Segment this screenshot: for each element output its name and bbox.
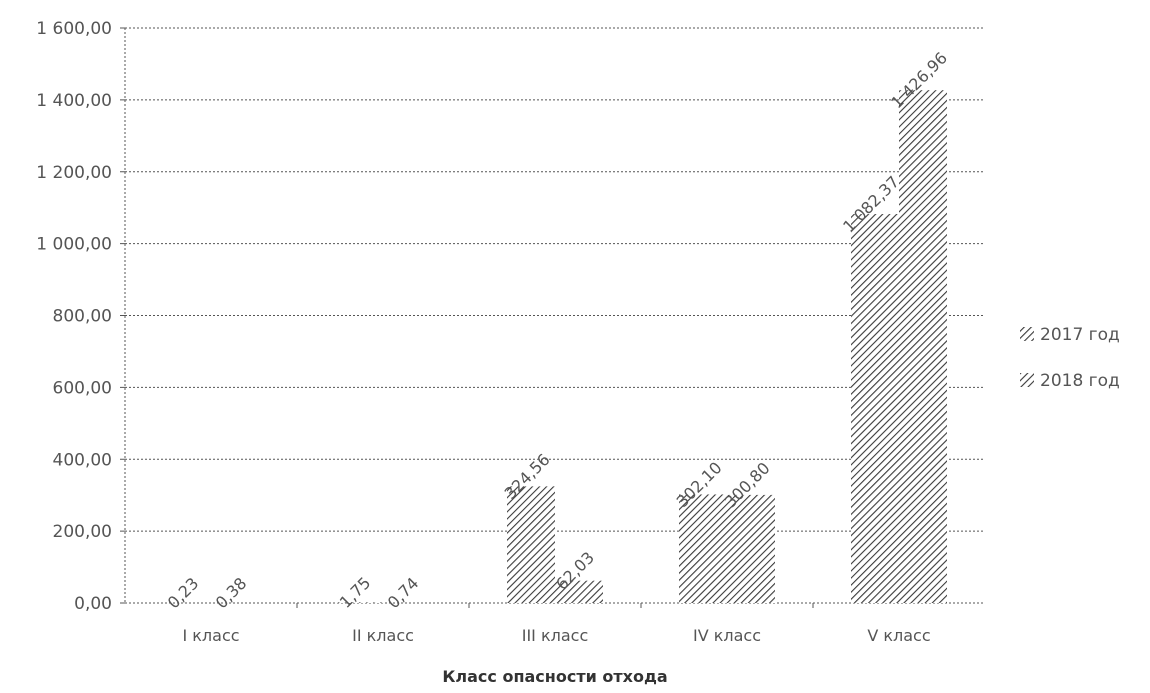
x-tick-label: III класс bbox=[522, 626, 589, 645]
bars bbox=[335, 90, 947, 603]
data-label: 0,38 bbox=[212, 574, 251, 613]
bar-2017 bbox=[507, 486, 555, 603]
legend: 2017 год 2018 год bbox=[1020, 325, 1120, 391]
legend-swatch bbox=[1020, 327, 1034, 341]
y-tick-label: 200,00 bbox=[53, 522, 112, 542]
legend-label: 2018 год bbox=[1040, 371, 1120, 391]
x-tick-label: II класс bbox=[352, 626, 414, 645]
y-tick-label: 1 600,00 bbox=[36, 19, 112, 39]
data-label: 0,74 bbox=[384, 574, 423, 613]
y-tick-label: 1 400,00 bbox=[36, 91, 112, 111]
legend-swatch bbox=[1020, 373, 1034, 387]
bar-2018 bbox=[555, 580, 603, 603]
y-tick-label: 1 000,00 bbox=[36, 235, 112, 255]
data-label: 0,23 bbox=[164, 574, 203, 613]
bar-2017 bbox=[851, 214, 899, 603]
bar-2018 bbox=[899, 90, 947, 603]
y-tick-label: 400,00 bbox=[53, 450, 112, 470]
bar-2017 bbox=[679, 494, 727, 603]
x-axis-title: Класс опасности отхода bbox=[442, 667, 667, 686]
x-tick-label: I класс bbox=[182, 626, 239, 645]
y-axis-ticks: 0,00 200,00 400,00 600,00 800,00 1 000,00 1 20… bbox=[36, 19, 112, 614]
bar-2018 bbox=[727, 494, 775, 603]
x-tick-label: IV класс bbox=[693, 626, 761, 645]
x-axis-ticks: I класс II класс III класс IV класс V класс bbox=[182, 626, 930, 645]
x-tick-label: V класс bbox=[867, 626, 930, 645]
y-tick-label: 600,00 bbox=[53, 378, 112, 398]
y-tick-label: 0,00 bbox=[74, 594, 112, 614]
y-tick-label: 800,00 bbox=[53, 307, 112, 327]
data-labels: 0,23 0,38 1,75 0,74324,5662,03302,10300,801… bbox=[164, 48, 951, 612]
bar-2017 bbox=[335, 602, 383, 603]
data-label: 1,75 bbox=[336, 573, 375, 612]
legend-label: 2017 год bbox=[1040, 325, 1120, 345]
y-tick-label: 1 200,00 bbox=[36, 163, 112, 183]
